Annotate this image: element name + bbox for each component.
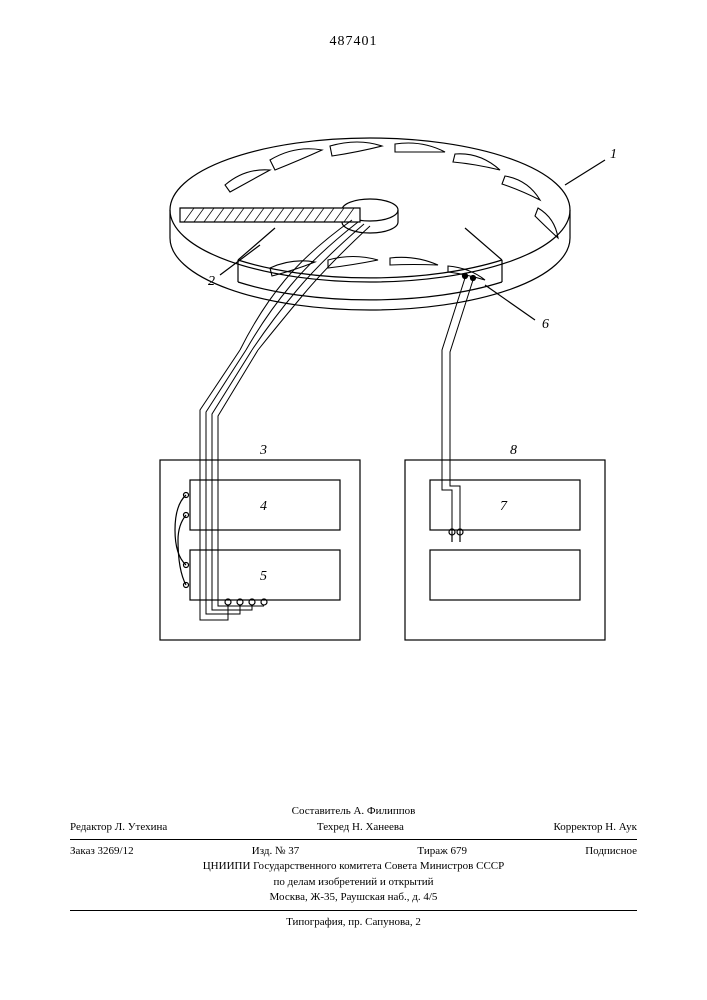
document-number: 487401 [0, 34, 707, 50]
techred: Техред Н. Ханеева [317, 820, 404, 835]
label-5: 5 [260, 569, 267, 584]
podpisnoe: Подписное [585, 844, 637, 859]
corrector: Корректор Н. Аук [554, 820, 637, 835]
label-6: 6 [542, 317, 549, 332]
label-2: 2 [208, 274, 215, 289]
author-line: Составитель А. Филиппов [70, 804, 637, 819]
org-line-2: по делам изобретений и открытий [70, 875, 637, 890]
typography: Типография, пр. Сапунова, 2 [70, 915, 637, 930]
org-line-1: ЦНИИПИ Государственного комитета Совета … [70, 859, 637, 874]
izd-no: Изд. № 37 [252, 844, 299, 859]
label-4: 4 [260, 499, 267, 514]
tirazh: Тираж 679 [417, 844, 467, 859]
order-no: Заказ 3269/12 [70, 844, 134, 859]
label-3: 3 [259, 443, 267, 458]
patent-figure: 1 2 3 4 5 6 7 8 [60, 90, 647, 710]
editor: Редактор Л. Утехина [70, 820, 167, 835]
label-7: 7 [500, 499, 508, 514]
imprint-block: Составитель А. Филиппов Редактор Л. Утех… [70, 804, 637, 930]
label-8: 8 [510, 443, 517, 458]
address: Москва, Ж-35, Раушская наб., д. 4/5 [70, 890, 637, 905]
label-1: 1 [610, 147, 617, 162]
